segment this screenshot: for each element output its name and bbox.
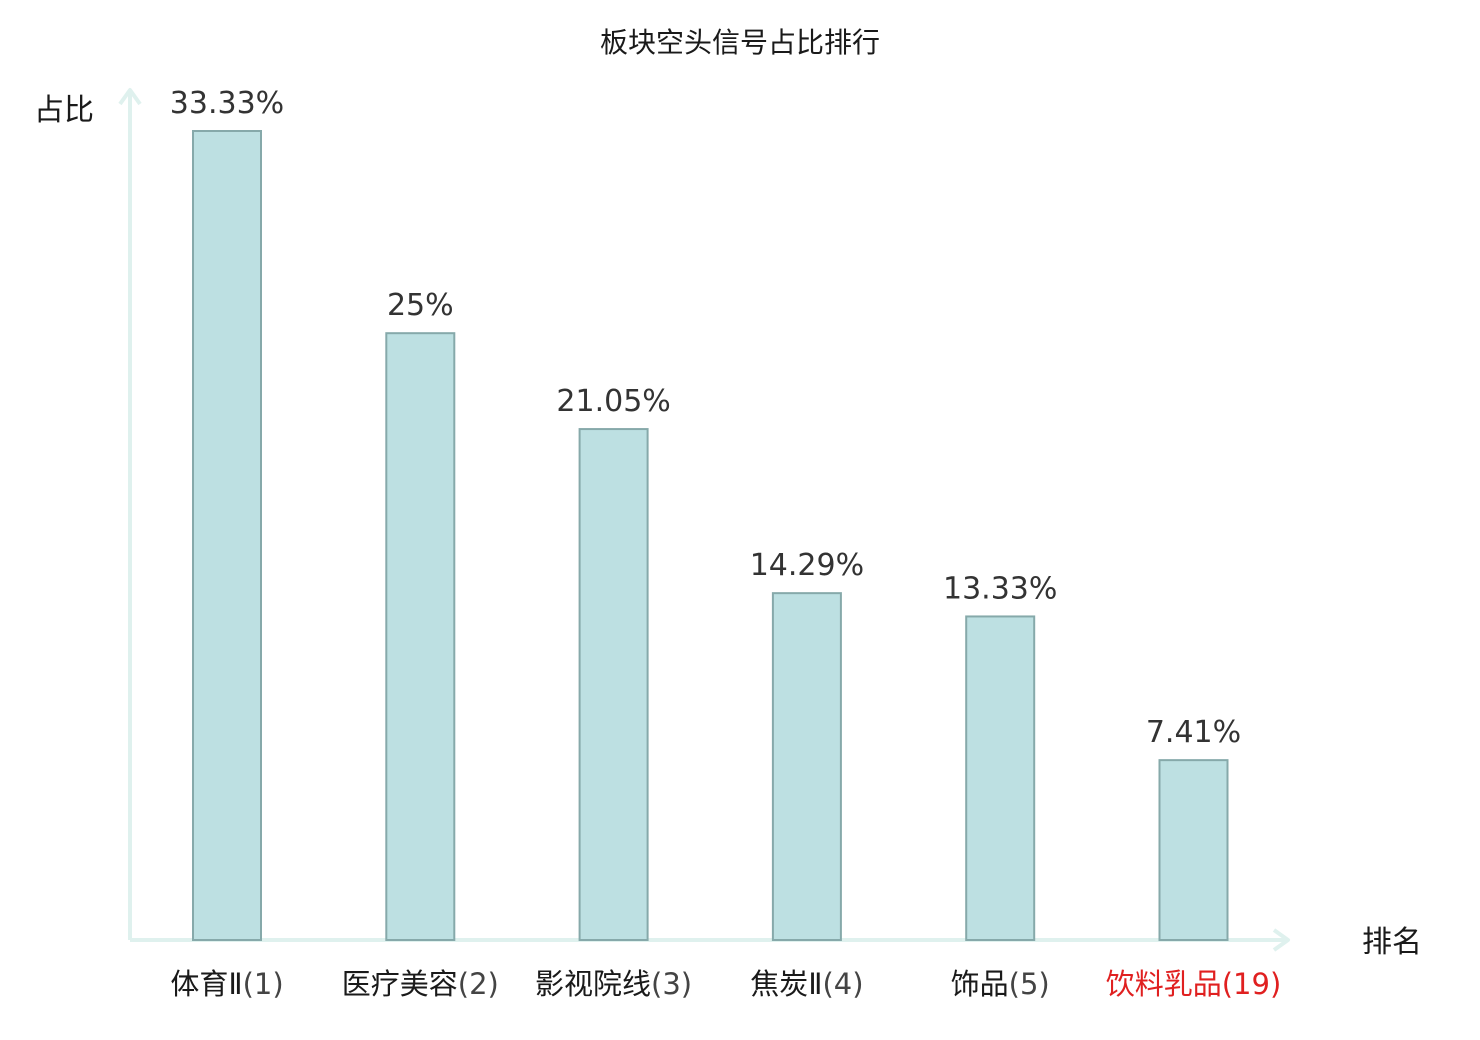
bar: [965, 615, 1036, 941]
bar: [192, 130, 262, 941]
category-rank: (3): [651, 967, 692, 1001]
category-name: 饮料乳品: [1106, 967, 1222, 1001]
chart-title: 板块空头信号占比排行: [600, 26, 880, 59]
bar-value-label: 25%: [387, 288, 454, 323]
category-rank: (2): [458, 967, 499, 1001]
category-rank: (19): [1222, 967, 1282, 1001]
bar: [771, 592, 842, 942]
category-name: 影视院线: [535, 967, 651, 1001]
y-axis-label: 占比: [34, 93, 94, 128]
bar: [1158, 759, 1229, 941]
value-labels-group: 33.33% 25% 21.05% 14.29% 13.33% 7.41%: [170, 86, 1241, 750]
category-label: 饰品(5): [951, 967, 1050, 1001]
bar-value-label: 14.29%: [750, 548, 864, 583]
category-label: 医疗美容(2): [342, 967, 499, 1001]
category-label: 饮料乳品(19): [1106, 967, 1282, 1001]
category-label: 体育Ⅱ(1): [170, 967, 283, 1001]
y-axis-arrow-icon: [118, 88, 142, 106]
category-name: 焦炭Ⅱ: [750, 967, 822, 1001]
x-axis-arrow-icon: [1272, 928, 1290, 952]
bar-value-label: 13.33%: [943, 571, 1057, 606]
category-labels-group: 体育Ⅱ(1) 医疗美容(2) 影视院线(3) 焦炭Ⅱ(4) 饰品(5) 饮料乳品(19): [170, 967, 1281, 1001]
x-axis-label: 排名: [1362, 925, 1422, 960]
bar: [578, 428, 649, 941]
bar-value-label: 21.05%: [556, 384, 670, 419]
category-label: 焦炭Ⅱ(4): [750, 967, 863, 1001]
category-label: 影视院线(3): [535, 967, 692, 1001]
bars-group: [192, 130, 1229, 942]
bar-value-label: 33.33%: [170, 86, 284, 121]
category-name: 饰品: [951, 967, 1009, 1001]
category-rank: (4): [822, 967, 863, 1001]
category-rank: (1): [243, 967, 284, 1001]
bar-value-label: 7.41%: [1146, 715, 1241, 750]
bar: [385, 332, 456, 941]
category-name: 医疗美容: [342, 967, 458, 1001]
category-rank: (5): [1009, 967, 1050, 1001]
category-name: 体育Ⅱ: [170, 967, 242, 1001]
